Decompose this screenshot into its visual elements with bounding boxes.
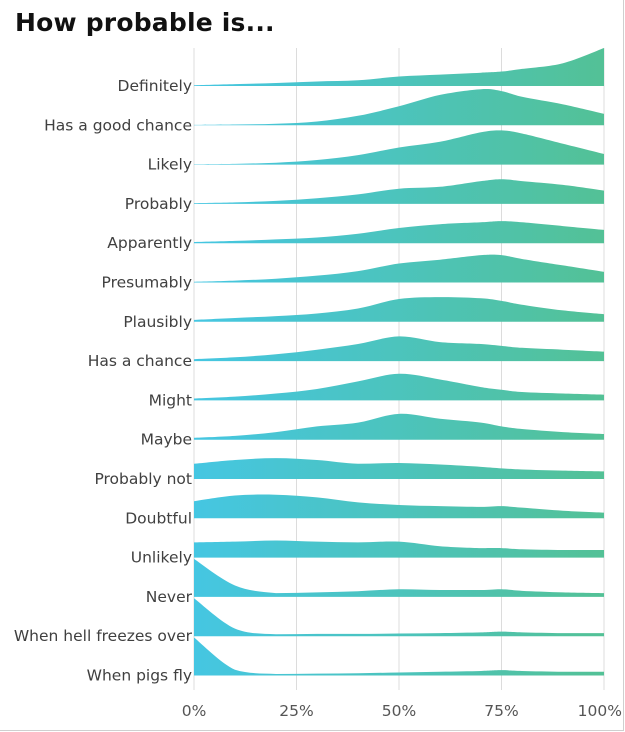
ridge-5	[194, 254, 604, 283]
category-label-3: Probably	[125, 195, 192, 213]
category-label-4: Apparently	[107, 234, 192, 252]
x-tick-label-1: 25%	[279, 702, 313, 720]
ridge-3	[194, 179, 604, 204]
ridge-8	[194, 373, 604, 401]
x-tick-label-3: 75%	[484, 702, 518, 720]
category-label-6: Plausibly	[123, 313, 192, 331]
ridge-15	[194, 637, 604, 676]
category-label-7: Has a chance	[88, 352, 192, 370]
category-label-5: Presumably	[102, 274, 192, 292]
ridge-7	[194, 336, 604, 362]
ridge-14	[194, 598, 604, 637]
category-label-9: Maybe	[141, 431, 192, 449]
ridges	[194, 48, 604, 676]
chart-title: How probable is...	[15, 8, 275, 37]
ridge-12	[194, 540, 604, 558]
x-tick-label-2: 50%	[382, 702, 416, 720]
category-labels: Definitely Has a good chance Likely Probabl…	[14, 77, 193, 685]
ridge-2	[194, 130, 604, 165]
category-label-1: Has a good chance	[44, 116, 192, 134]
x-tick-label-4: 100%	[578, 702, 622, 720]
ridge-0	[194, 48, 604, 86]
category-label-2: Likely	[148, 156, 192, 174]
ridge-6	[194, 297, 604, 322]
category-label-12: Unlikely	[131, 549, 192, 567]
ridge-11	[194, 494, 604, 519]
ridge-9	[194, 413, 604, 440]
ridge-1	[194, 89, 604, 126]
ridge-13	[194, 558, 604, 597]
category-label-15: When pigs fly	[87, 667, 192, 685]
x-axis-ticks: 0% 25% 50% 75% 100%	[182, 702, 622, 720]
ridge-10	[194, 458, 604, 479]
category-label-0: Definitely	[118, 77, 192, 95]
category-label-13: Never	[146, 588, 193, 606]
ridge-4	[194, 221, 604, 244]
category-label-8: Might	[149, 391, 192, 409]
category-label-14: When hell freezes over	[14, 627, 193, 645]
x-tick-label-0: 0%	[182, 702, 207, 720]
category-label-11: Doubtful	[125, 509, 192, 527]
category-label-10: Probably not	[94, 470, 192, 488]
